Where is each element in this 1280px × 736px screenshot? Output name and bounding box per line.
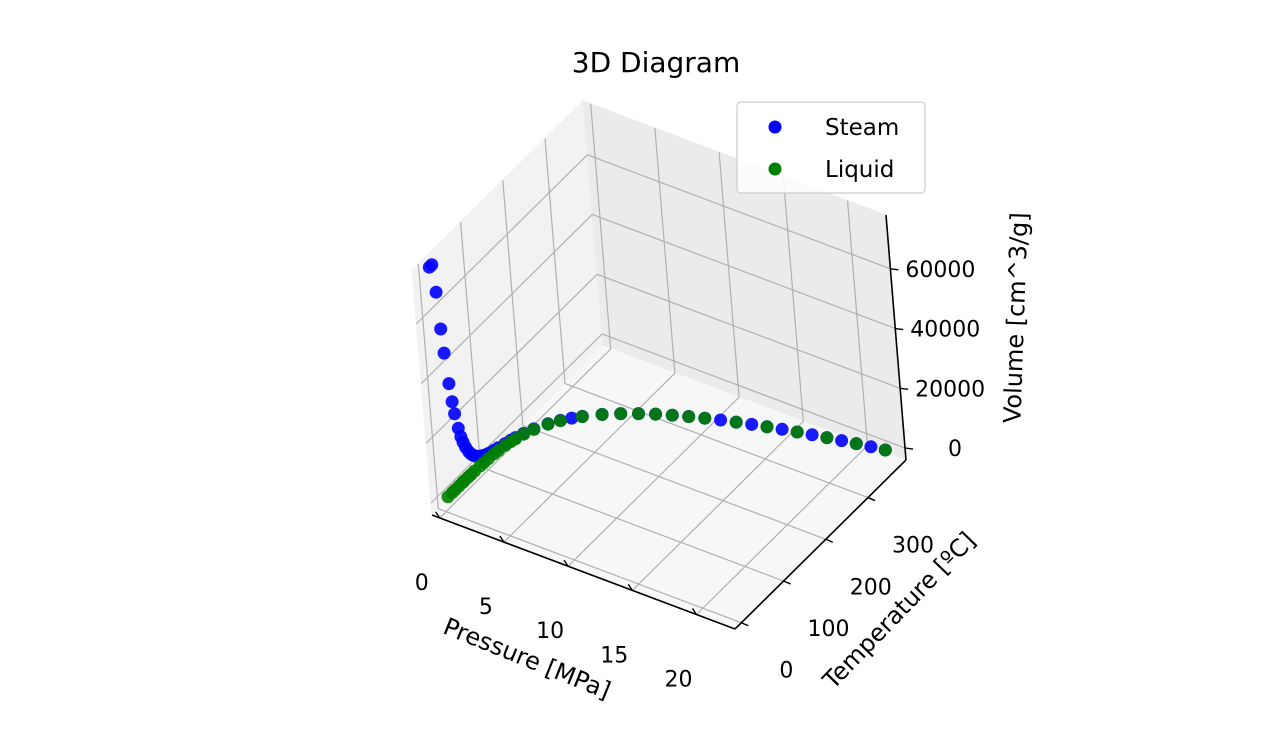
data-point-liquid (527, 422, 541, 436)
y-tick-mark (741, 622, 749, 627)
data-point-steam (425, 258, 439, 272)
data-point-steam (448, 407, 462, 421)
data-point-liquid (878, 443, 892, 457)
data-point-steam (445, 395, 459, 409)
z-tick-mark (890, 268, 899, 271)
x-tick-label: 5 (479, 595, 493, 620)
y-tick-mark (867, 496, 876, 502)
grid-line-y (502, 180, 827, 540)
x-axis-label: Pressure [MPa] (439, 612, 614, 705)
legend: Steam Liquid (736, 101, 926, 194)
data-point-liquid (632, 407, 645, 421)
z-tick-mark (895, 327, 904, 331)
data-point-steam (805, 428, 819, 442)
x-tick-label: 15 (600, 643, 628, 668)
data-point-liquid (729, 415, 743, 429)
data-point-steam (775, 422, 789, 436)
data-point-steam (864, 440, 878, 454)
x-tick-mark (563, 559, 569, 567)
z-tick-label: 60000 (905, 258, 975, 283)
data-point-liquid (649, 407, 663, 421)
grid-line-z (430, 333, 906, 504)
grid-line-z (415, 154, 891, 325)
data-point-liquid (575, 410, 589, 424)
data-point-liquid (698, 411, 712, 425)
z-tick-label: 0 (948, 437, 962, 462)
y-axis-line (734, 459, 907, 630)
data-point-liquid (517, 427, 531, 441)
grid-line-y (417, 263, 742, 624)
data-point-liquid (790, 425, 804, 439)
legend-label-liquid: Liquid (825, 157, 894, 183)
grid-line-x (567, 152, 740, 567)
z-axis-line (885, 214, 907, 461)
grid-line-y (544, 138, 869, 499)
legend-marker-steam (768, 120, 782, 134)
z-tick-mark (900, 387, 909, 390)
legend-marker-liquid (768, 162, 782, 176)
y-tick-mark (783, 580, 791, 585)
grid-line-x (631, 176, 804, 591)
data-point-liquid (760, 420, 774, 434)
grid-line-x (503, 128, 676, 543)
legend-label-steam: Steam (825, 115, 899, 141)
y-tick-label: 100 (808, 617, 850, 642)
data-point-liquid (595, 408, 609, 421)
data-point-liquid (682, 410, 696, 424)
data-point-liquid (614, 407, 628, 421)
x-tick-label: 20 (664, 668, 692, 693)
data-point-steam (442, 377, 456, 391)
data-point-steam (714, 413, 728, 427)
axis-lines (431, 214, 914, 630)
z-tick-label: 40000 (910, 318, 980, 343)
data-point-steam (437, 346, 451, 360)
data-point-steam (835, 434, 849, 448)
chart-title: 3D Diagram (572, 46, 741, 79)
x-tick-label: 10 (536, 619, 564, 644)
grid-line-z (425, 273, 901, 444)
y-tick-label: 300 (892, 534, 934, 559)
x-axis-line (431, 514, 736, 630)
z-tick-mark (904, 447, 914, 450)
data-points (422, 258, 892, 504)
data-point-liquid (665, 408, 679, 422)
data-point-steam (434, 322, 448, 336)
data-point-liquid (820, 431, 834, 445)
z-axis-label: Volume [cm^3/g] (998, 212, 1033, 424)
x-tick-mark (627, 583, 633, 591)
data-point-steam (565, 411, 579, 425)
grid-line-z (420, 213, 896, 384)
y-tick-label: 200 (850, 575, 892, 600)
z-tick-label: 20000 (915, 377, 985, 402)
data-point-liquid (553, 414, 567, 428)
y-tick-label: 0 (779, 659, 793, 684)
x-tick-mark (691, 608, 698, 615)
x-tick-mark (435, 511, 441, 519)
x-tick-label: 0 (415, 571, 429, 596)
x-tick-mark (499, 535, 505, 543)
y-tick-mark (825, 538, 834, 543)
data-point-steam (745, 417, 759, 431)
grid-line-x (439, 103, 612, 519)
data-point-steam (429, 285, 443, 299)
legend-frame (736, 101, 926, 194)
data-point-liquid (849, 437, 863, 451)
data-point-liquid (541, 417, 555, 431)
